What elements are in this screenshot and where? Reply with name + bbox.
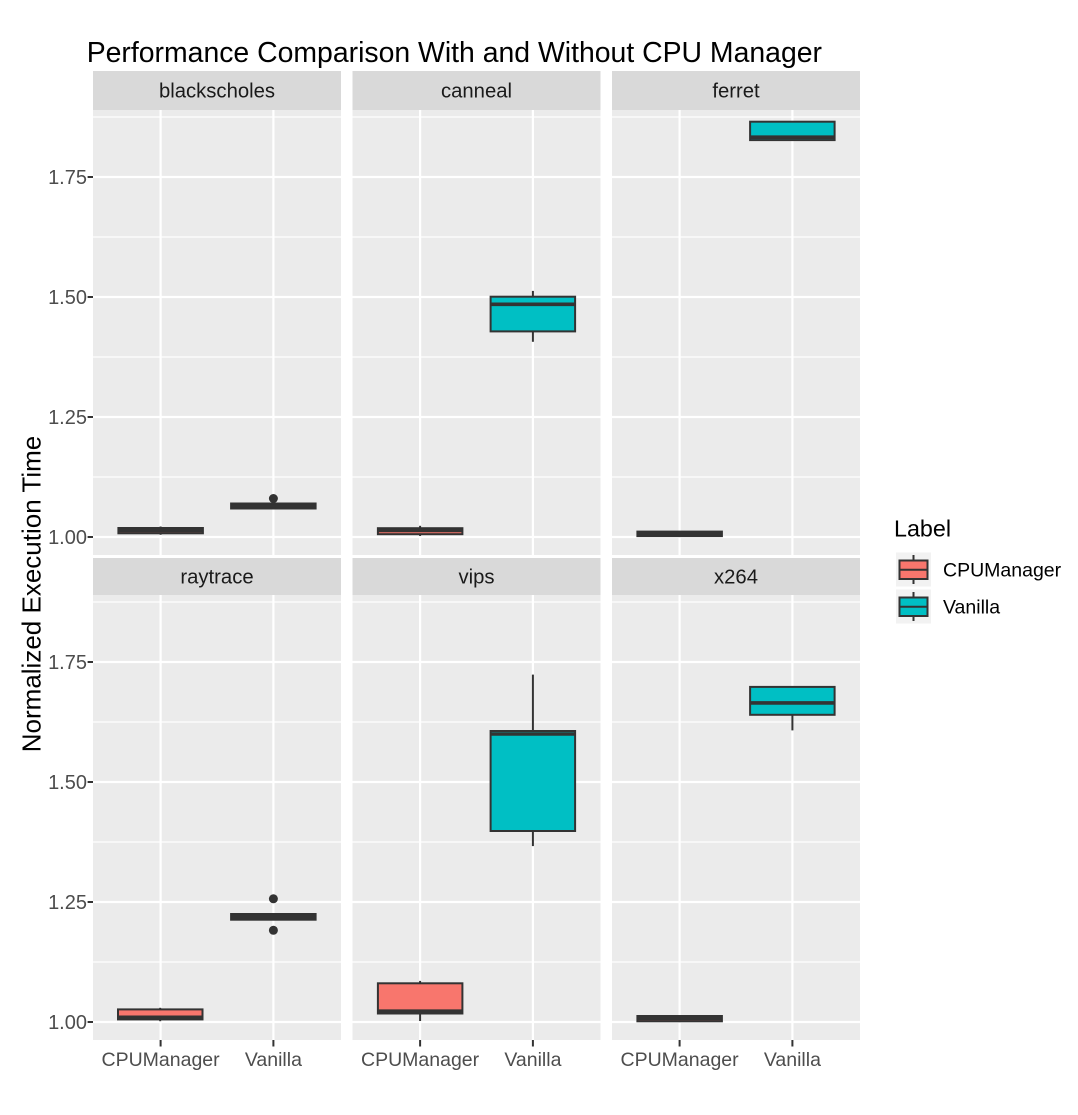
svg-text:CPUManager: CPUManager <box>361 1049 480 1071</box>
svg-text:vips: vips <box>458 567 494 589</box>
svg-text:Vanilla: Vanilla <box>764 1049 821 1071</box>
svg-text:Vanilla: Vanilla <box>504 1049 561 1071</box>
svg-text:canneal: canneal <box>441 81 512 103</box>
svg-text:1.50: 1.50 <box>48 772 87 794</box>
svg-text:1.25: 1.25 <box>48 892 87 914</box>
svg-text:blackscholes: blackscholes <box>159 81 275 103</box>
svg-text:1.00: 1.00 <box>48 527 87 549</box>
svg-text:1.50: 1.50 <box>48 287 87 309</box>
svg-text:CPUManager: CPUManager <box>621 1049 740 1071</box>
svg-text:Vanilla: Vanilla <box>943 597 1000 619</box>
svg-text:1.25: 1.25 <box>48 407 87 429</box>
svg-text:ferret: ferret <box>712 81 760 103</box>
svg-text:Vanilla: Vanilla <box>245 1049 302 1071</box>
svg-text:CPUManager: CPUManager <box>102 1049 221 1071</box>
svg-text:1.75: 1.75 <box>48 652 87 674</box>
svg-text:x264: x264 <box>714 567 758 589</box>
svg-text:1.00: 1.00 <box>48 1012 87 1034</box>
svg-text:CPUManager: CPUManager <box>943 560 1062 582</box>
svg-text:Label: Label <box>894 516 951 542</box>
svg-text:raytrace: raytrace <box>180 567 253 589</box>
svg-text:1.75: 1.75 <box>48 167 87 189</box>
svg-text:Performance Comparison With an: Performance Comparison With and Without … <box>87 37 822 69</box>
svg-text:Normalized Execution Time: Normalized Execution Time <box>17 436 47 752</box>
